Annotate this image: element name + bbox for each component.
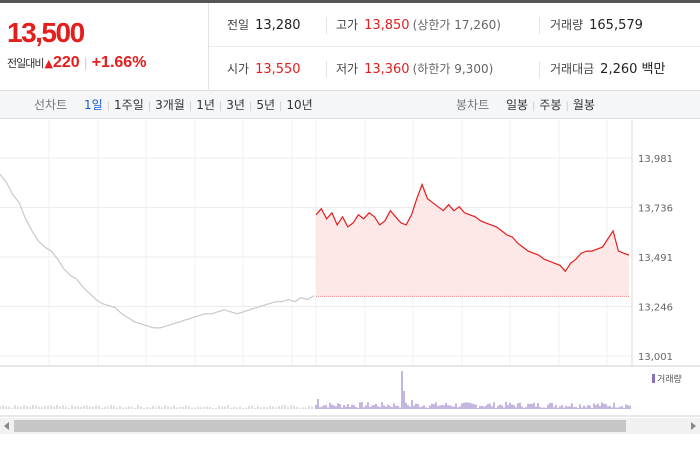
tab-line-period-3[interactable]: 1년 bbox=[196, 98, 215, 112]
divider bbox=[326, 17, 327, 34]
stats-row-1: 전일 13,280 고가 13,850 (상한가 17,260) 거래량 165,579 bbox=[209, 3, 700, 47]
chart-grid bbox=[0, 120, 700, 367]
open-price: 시가 13,550 bbox=[227, 62, 301, 77]
candle-chart-tabs: 봉차트 일봉 | 주봉 | 월봉 bbox=[456, 91, 597, 119]
tab-divider: | bbox=[279, 101, 283, 112]
today-series bbox=[315, 182, 630, 297]
volume-value: 165,579 bbox=[589, 18, 643, 33]
day-high: 고가 13,850 (상한가 17,260) bbox=[336, 18, 501, 33]
tab-divider: | bbox=[565, 101, 569, 112]
tab-line-period-1[interactable]: 1주일 bbox=[114, 98, 144, 112]
today-price-line bbox=[315, 182, 630, 273]
price-summary: 13,500 전일대비▲220 | +1.66% bbox=[0, 3, 209, 91]
turnover-value: 2,260 백만 bbox=[600, 62, 666, 77]
turnover: 거래대금 2,260 백만 bbox=[550, 62, 666, 77]
quote-header: 13,500 전일대비▲220 | +1.66% 전일 13,280 고가 13,850… bbox=[0, 0, 700, 91]
tab-divider: | bbox=[188, 101, 193, 112]
tab-line-period-6[interactable]: 10년 bbox=[286, 98, 313, 112]
scroll-right-arrow-icon bbox=[691, 422, 696, 430]
volume-panel: 거래량 bbox=[0, 371, 700, 417]
intraday-chart: 13,981 13,736 13,491 13,246 13,001 거래량 bbox=[0, 120, 700, 450]
day-low-value: 13,360 bbox=[364, 62, 410, 77]
change-row: 전일대비▲220 | +1.66% bbox=[7, 54, 146, 72]
previous-day-line bbox=[0, 174, 315, 329]
tab-divider: | bbox=[218, 101, 223, 112]
day-low: 저가 13,360 (하한가 9,300) bbox=[336, 62, 494, 77]
y-tick-label: 13,736 bbox=[638, 204, 673, 215]
volume-legend-label: 거래량 bbox=[657, 373, 682, 385]
candle-chart-label: 봉차트 bbox=[456, 98, 490, 112]
today-area-fill bbox=[316, 184, 629, 297]
current-price: 13,500 bbox=[7, 17, 85, 48]
tab-divider: | bbox=[147, 101, 152, 112]
tab-divider: | bbox=[106, 101, 111, 112]
y-tick-label: 13,246 bbox=[638, 303, 673, 314]
stats-row-2: 시가 13,550 저가 13,360 (하한가 9,300) 거래대금 2,260 백… bbox=[209, 47, 700, 91]
change-percent: +1.66% bbox=[91, 54, 147, 71]
volume-legend-swatch bbox=[652, 374, 655, 383]
prev-close-value: 13,280 bbox=[255, 18, 301, 33]
up-triangle-icon: ▲ bbox=[44, 57, 53, 70]
tab-candle-period-2[interactable]: 월봉 bbox=[572, 98, 595, 112]
line-chart-label: 선차트 bbox=[34, 98, 68, 112]
y-tick-label: 13,001 bbox=[638, 352, 673, 363]
tab-divider: | bbox=[532, 101, 536, 112]
y-tick-label: 13,981 bbox=[638, 154, 673, 165]
scroll-left-arrow-icon bbox=[4, 422, 9, 430]
tab-candle-period-1[interactable]: 주봉 bbox=[539, 98, 562, 112]
divider bbox=[326, 61, 327, 78]
upper-limit-value: 17,260) bbox=[454, 18, 501, 32]
prev-close: 전일 13,280 bbox=[227, 18, 301, 33]
volume: 거래량 165,579 bbox=[550, 18, 643, 33]
tab-line-period-2[interactable]: 3개월 bbox=[155, 98, 185, 112]
day-high-value: 13,850 bbox=[364, 18, 410, 33]
tab-line-period-4[interactable]: 3년 bbox=[226, 98, 245, 112]
scrollbar-thumb bbox=[14, 420, 626, 432]
lower-limit-value: 9,300) bbox=[454, 62, 494, 76]
change-amount: 220 bbox=[52, 54, 80, 71]
tab-line-period-5[interactable]: 5년 bbox=[256, 98, 276, 112]
divider bbox=[539, 17, 540, 34]
line-chart-tabs: 선차트 1일 | 1주일 | 3개월 | 1년 | 3년 | 5년 | 10년 bbox=[34, 91, 315, 119]
tab-divider: | bbox=[248, 101, 253, 112]
change-label: 전일대비 bbox=[7, 57, 44, 70]
chart-period-tabs: 선차트 1일 | 1주일 | 3개월 | 1년 | 3년 | 5년 | 10년 봉차트 일봉 | 주봉 | 월봉 bbox=[0, 91, 700, 119]
previous-day-series bbox=[0, 174, 315, 329]
tab-line-period-0[interactable]: 1일 bbox=[83, 98, 103, 112]
y-axis-ticks: 13,981 13,736 13,491 13,246 13,001 bbox=[638, 154, 673, 363]
divider bbox=[539, 61, 540, 78]
tab-candle-period-0[interactable]: 일봉 bbox=[505, 98, 529, 112]
stats-grid: 전일 13,280 고가 13,850 (상한가 17,260) 거래량 165,579… bbox=[209, 3, 700, 91]
open-value: 13,550 bbox=[255, 62, 301, 77]
chart-scrollbar[interactable] bbox=[0, 418, 700, 434]
price-chart-svg: 13,981 13,736 13,491 13,246 13,001 거래량 bbox=[0, 120, 700, 434]
divider: | bbox=[83, 56, 88, 70]
y-tick-label: 13,491 bbox=[638, 253, 673, 264]
